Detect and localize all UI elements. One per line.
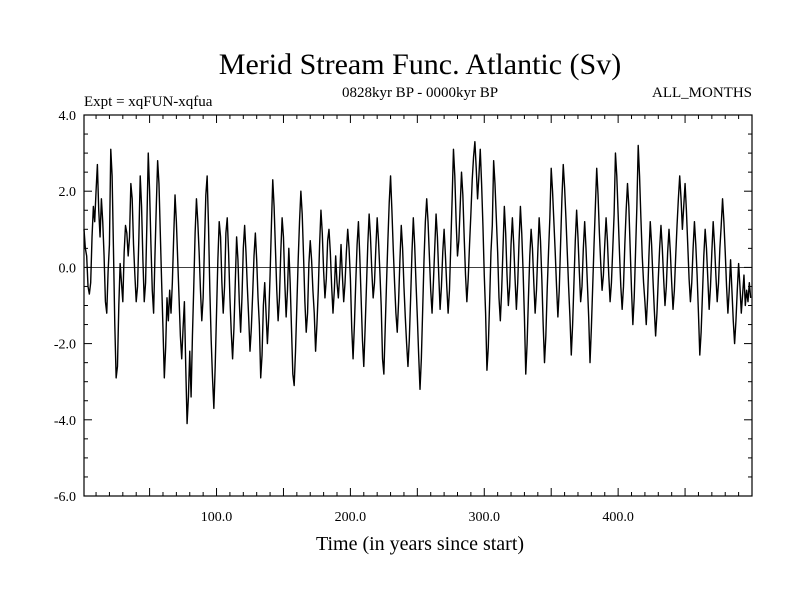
y-tick-label: -4.0	[54, 414, 76, 429]
y-tick-label: -6.0	[54, 490, 76, 505]
expt-label: Expt = xqFUN-xqfua	[84, 94, 213, 110]
y-tick-label: 4.0	[59, 109, 77, 124]
plot-area	[83, 140, 752, 425]
x-tick-label: 400.0	[602, 510, 634, 525]
months-label: ALL_MONTHS	[652, 85, 752, 101]
x-tick-label: 300.0	[469, 510, 501, 525]
y-tick-label: -2.0	[54, 338, 76, 353]
time-range-label: 0828kyr BP - 0000kyr BP	[342, 85, 498, 101]
y-tick-label: 2.0	[59, 185, 77, 200]
series-line-0	[83, 140, 752, 425]
x-tick-label: 200.0	[335, 510, 367, 525]
x-axis-label: Time (in years since start)	[316, 533, 524, 555]
x-tick-label: 100.0	[201, 510, 233, 525]
axes: 4.0 2.0 0.0 -2.0 -4.0 -6.0 100.0 200.0 300.0 400.…	[54, 109, 753, 525]
y-tick-label: 0.0	[59, 261, 77, 276]
chart-title: Merid Stream Func. Atlantic (Sv)	[219, 48, 621, 81]
